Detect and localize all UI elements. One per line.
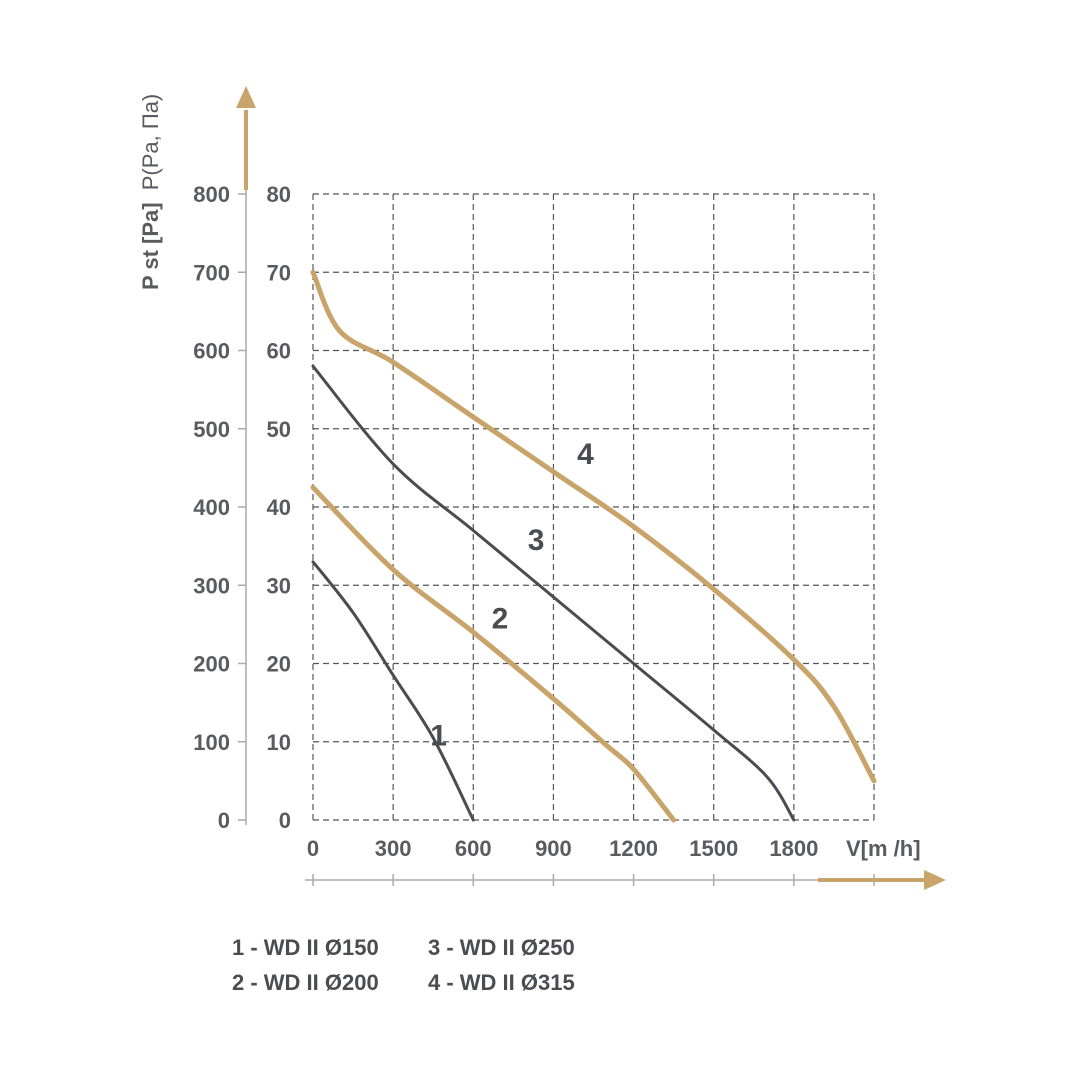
x-axis — [305, 870, 946, 890]
x-tick-label: 1500 — [689, 836, 738, 861]
legend-item-2: 2 - WD II Ø200 — [232, 970, 379, 995]
y-tick-inner: 10 — [267, 730, 291, 755]
y-tick-inner: 70 — [267, 260, 291, 285]
series-1-curve — [311, 560, 475, 822]
y-tick-outer: 300 — [193, 573, 230, 598]
series-3-label: 3 — [528, 524, 545, 557]
y-tick-outer: 400 — [193, 495, 230, 520]
y-tick-outer: 600 — [193, 339, 230, 364]
legend-item-4: 4 - WD II Ø315 — [428, 970, 575, 995]
y-tick-inner: 50 — [267, 417, 291, 442]
legend-item-1: 1 - WD II Ø150 — [232, 935, 379, 960]
y-tick-inner: 0 — [279, 808, 291, 833]
x-tick-label: 1800 — [769, 836, 818, 861]
x-tick-label: 0 — [307, 836, 319, 861]
y-tick-inner: 20 — [267, 652, 291, 677]
series-2-curve — [310, 484, 677, 823]
series-3-curve — [311, 364, 796, 822]
curve-labels: 1 2 3 4 — [430, 438, 594, 753]
y-ticks-inner: 0 10 20 30 40 50 60 70 80 — [267, 182, 291, 833]
y-tick-outer: 700 — [193, 260, 230, 285]
y-axis — [236, 86, 256, 825]
y-axis-label-bold: P st [Pa] — [138, 202, 163, 290]
series-2-label: 2 — [492, 602, 509, 635]
legend-item-3: 3 - WD II Ø250 — [428, 935, 575, 960]
y-axis-arrow-head — [236, 86, 256, 108]
series-4-curve — [310, 269, 877, 784]
x-axis-arrow-head — [924, 870, 946, 890]
y-tick-outer: 100 — [193, 730, 230, 755]
y-tick-outer: 200 — [193, 652, 230, 677]
y-ticks-outer: 0 100 200 300 400 500 600 700 800 — [193, 182, 246, 833]
y-tick-inner: 40 — [267, 495, 291, 520]
legend: 1 - WD II Ø150 2 - WD II Ø200 3 - WD II … — [232, 935, 575, 995]
y-tick-inner: 60 — [267, 339, 291, 364]
x-axis-label: V[m /h] — [846, 836, 921, 861]
x-tick-label: 600 — [455, 836, 492, 861]
x-ticks: 0 300 600 900 1200 1500 1800 — [307, 836, 875, 886]
y-tick-outer: 500 — [193, 417, 230, 442]
y-tick-inner: 80 — [267, 182, 291, 207]
x-tick-label: 300 — [375, 836, 412, 861]
x-tick-label: 900 — [535, 836, 572, 861]
y-axis-label-regular: P(Pa, Па) — [138, 94, 163, 191]
series-4-label: 4 — [577, 438, 594, 471]
y-tick-outer: 0 — [218, 808, 230, 833]
y-axis-label: P st [Pa] P(Pa, Па) — [138, 94, 163, 290]
curves — [310, 269, 877, 823]
y-tick-inner: 30 — [267, 573, 291, 598]
x-tick-label: 1200 — [609, 836, 658, 861]
grid — [312, 193, 875, 821]
series-1-label: 1 — [430, 720, 447, 753]
y-tick-outer: 800 — [193, 182, 230, 207]
